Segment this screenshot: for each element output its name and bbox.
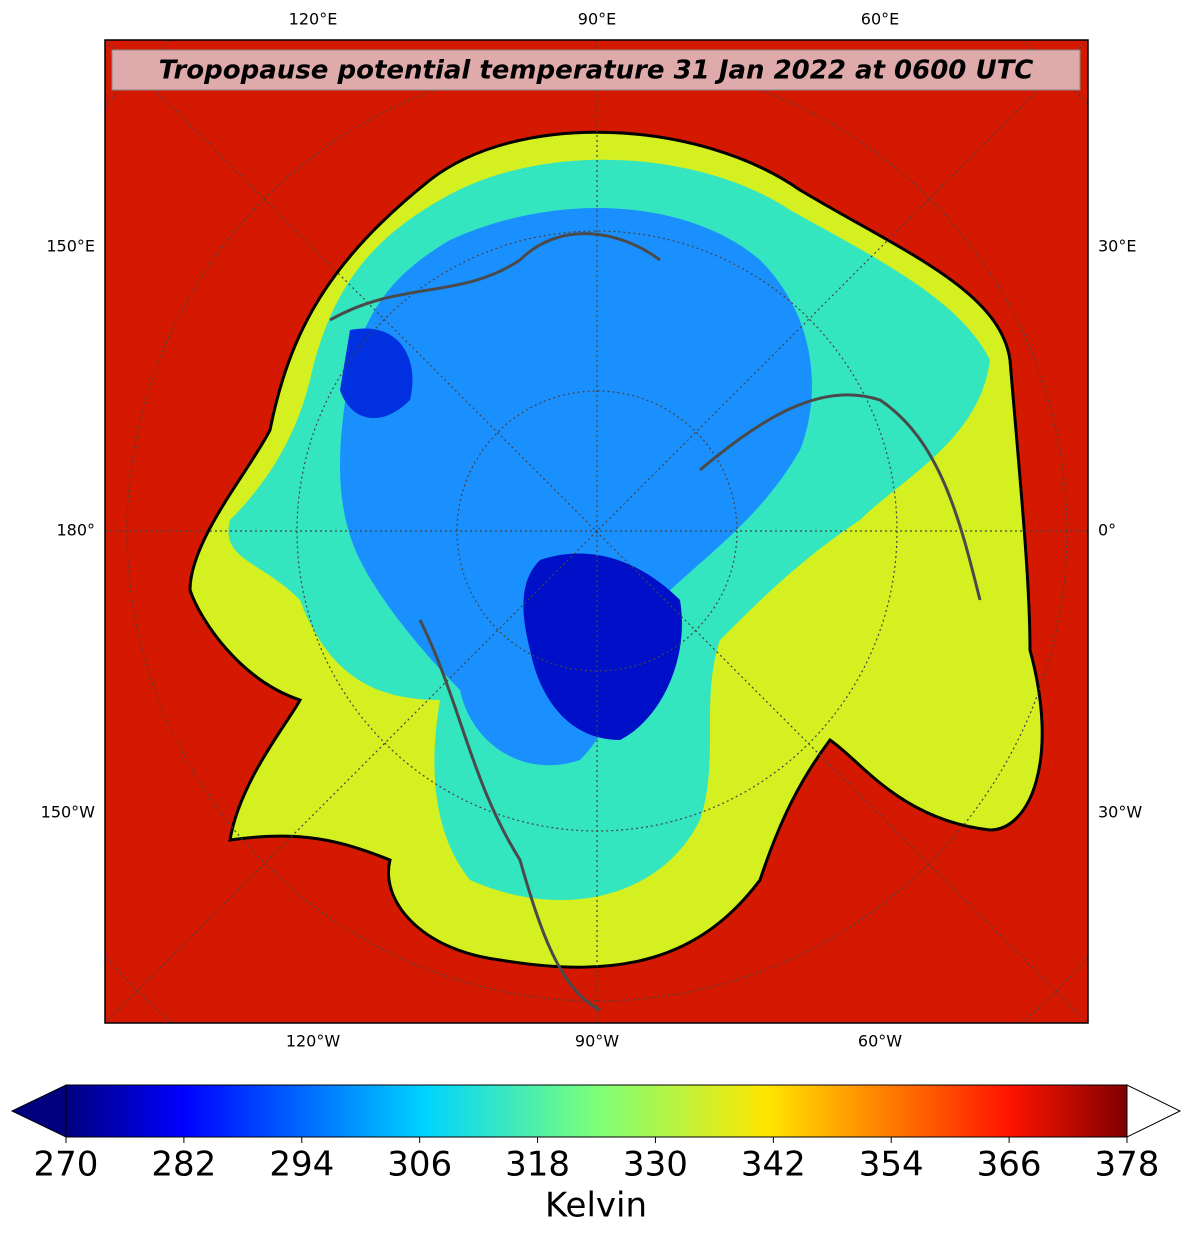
bottom-label: 60°W: [858, 1032, 902, 1051]
colorbar-tick-label: 306: [387, 1145, 452, 1185]
colorbar-tick-label: 342: [741, 1145, 806, 1185]
colorbar-tick-label: 330: [623, 1145, 688, 1185]
colorbar: 270 282 294 306 318 330 342 354 366 378: [10, 1084, 1182, 1185]
colorbar-label: Kelvin: [545, 1186, 647, 1226]
colorbar-under: [10, 1084, 67, 1138]
colorbar-tick-label: 282: [151, 1145, 216, 1185]
map-field: [105, 40, 1088, 1023]
colorbar-tick-label: 354: [859, 1145, 924, 1185]
colorbar-tick-label: 294: [269, 1145, 334, 1185]
top-label: 60°E: [861, 10, 899, 29]
bottom-label: 90°W: [575, 1032, 619, 1051]
title-box: [111, 49, 1081, 91]
left-label: 180°: [56, 521, 95, 540]
colorbar-over: [1126, 1084, 1182, 1138]
colorbar-bar: [65, 1084, 1128, 1138]
top-label: 120°E: [289, 10, 338, 29]
graticule-labels: 120°E 120°W 90°E 90°W 60°E 60°W 150°E 30°E 180° 0…: [41, 10, 1143, 1051]
left-label: 150°E: [46, 237, 95, 256]
colorbar-tick-label: 378: [1095, 1145, 1160, 1185]
colorbar-tick-label: 270: [34, 1145, 99, 1185]
top-label: 90°E: [578, 10, 616, 29]
colorbar-tick-label: 318: [505, 1145, 570, 1185]
right-label: 30°W: [1098, 803, 1142, 822]
left-label: 150°W: [41, 803, 96, 822]
map-title: Tropopause potential temperature 31 Jan …: [159, 56, 1034, 86]
colorbar-tick-label: 366: [977, 1145, 1042, 1185]
map-frame: [104, 39, 1089, 1024]
right-label: 30°E: [1098, 237, 1136, 256]
right-label: 0°: [1098, 521, 1116, 540]
bottom-label: 120°W: [286, 1032, 341, 1051]
